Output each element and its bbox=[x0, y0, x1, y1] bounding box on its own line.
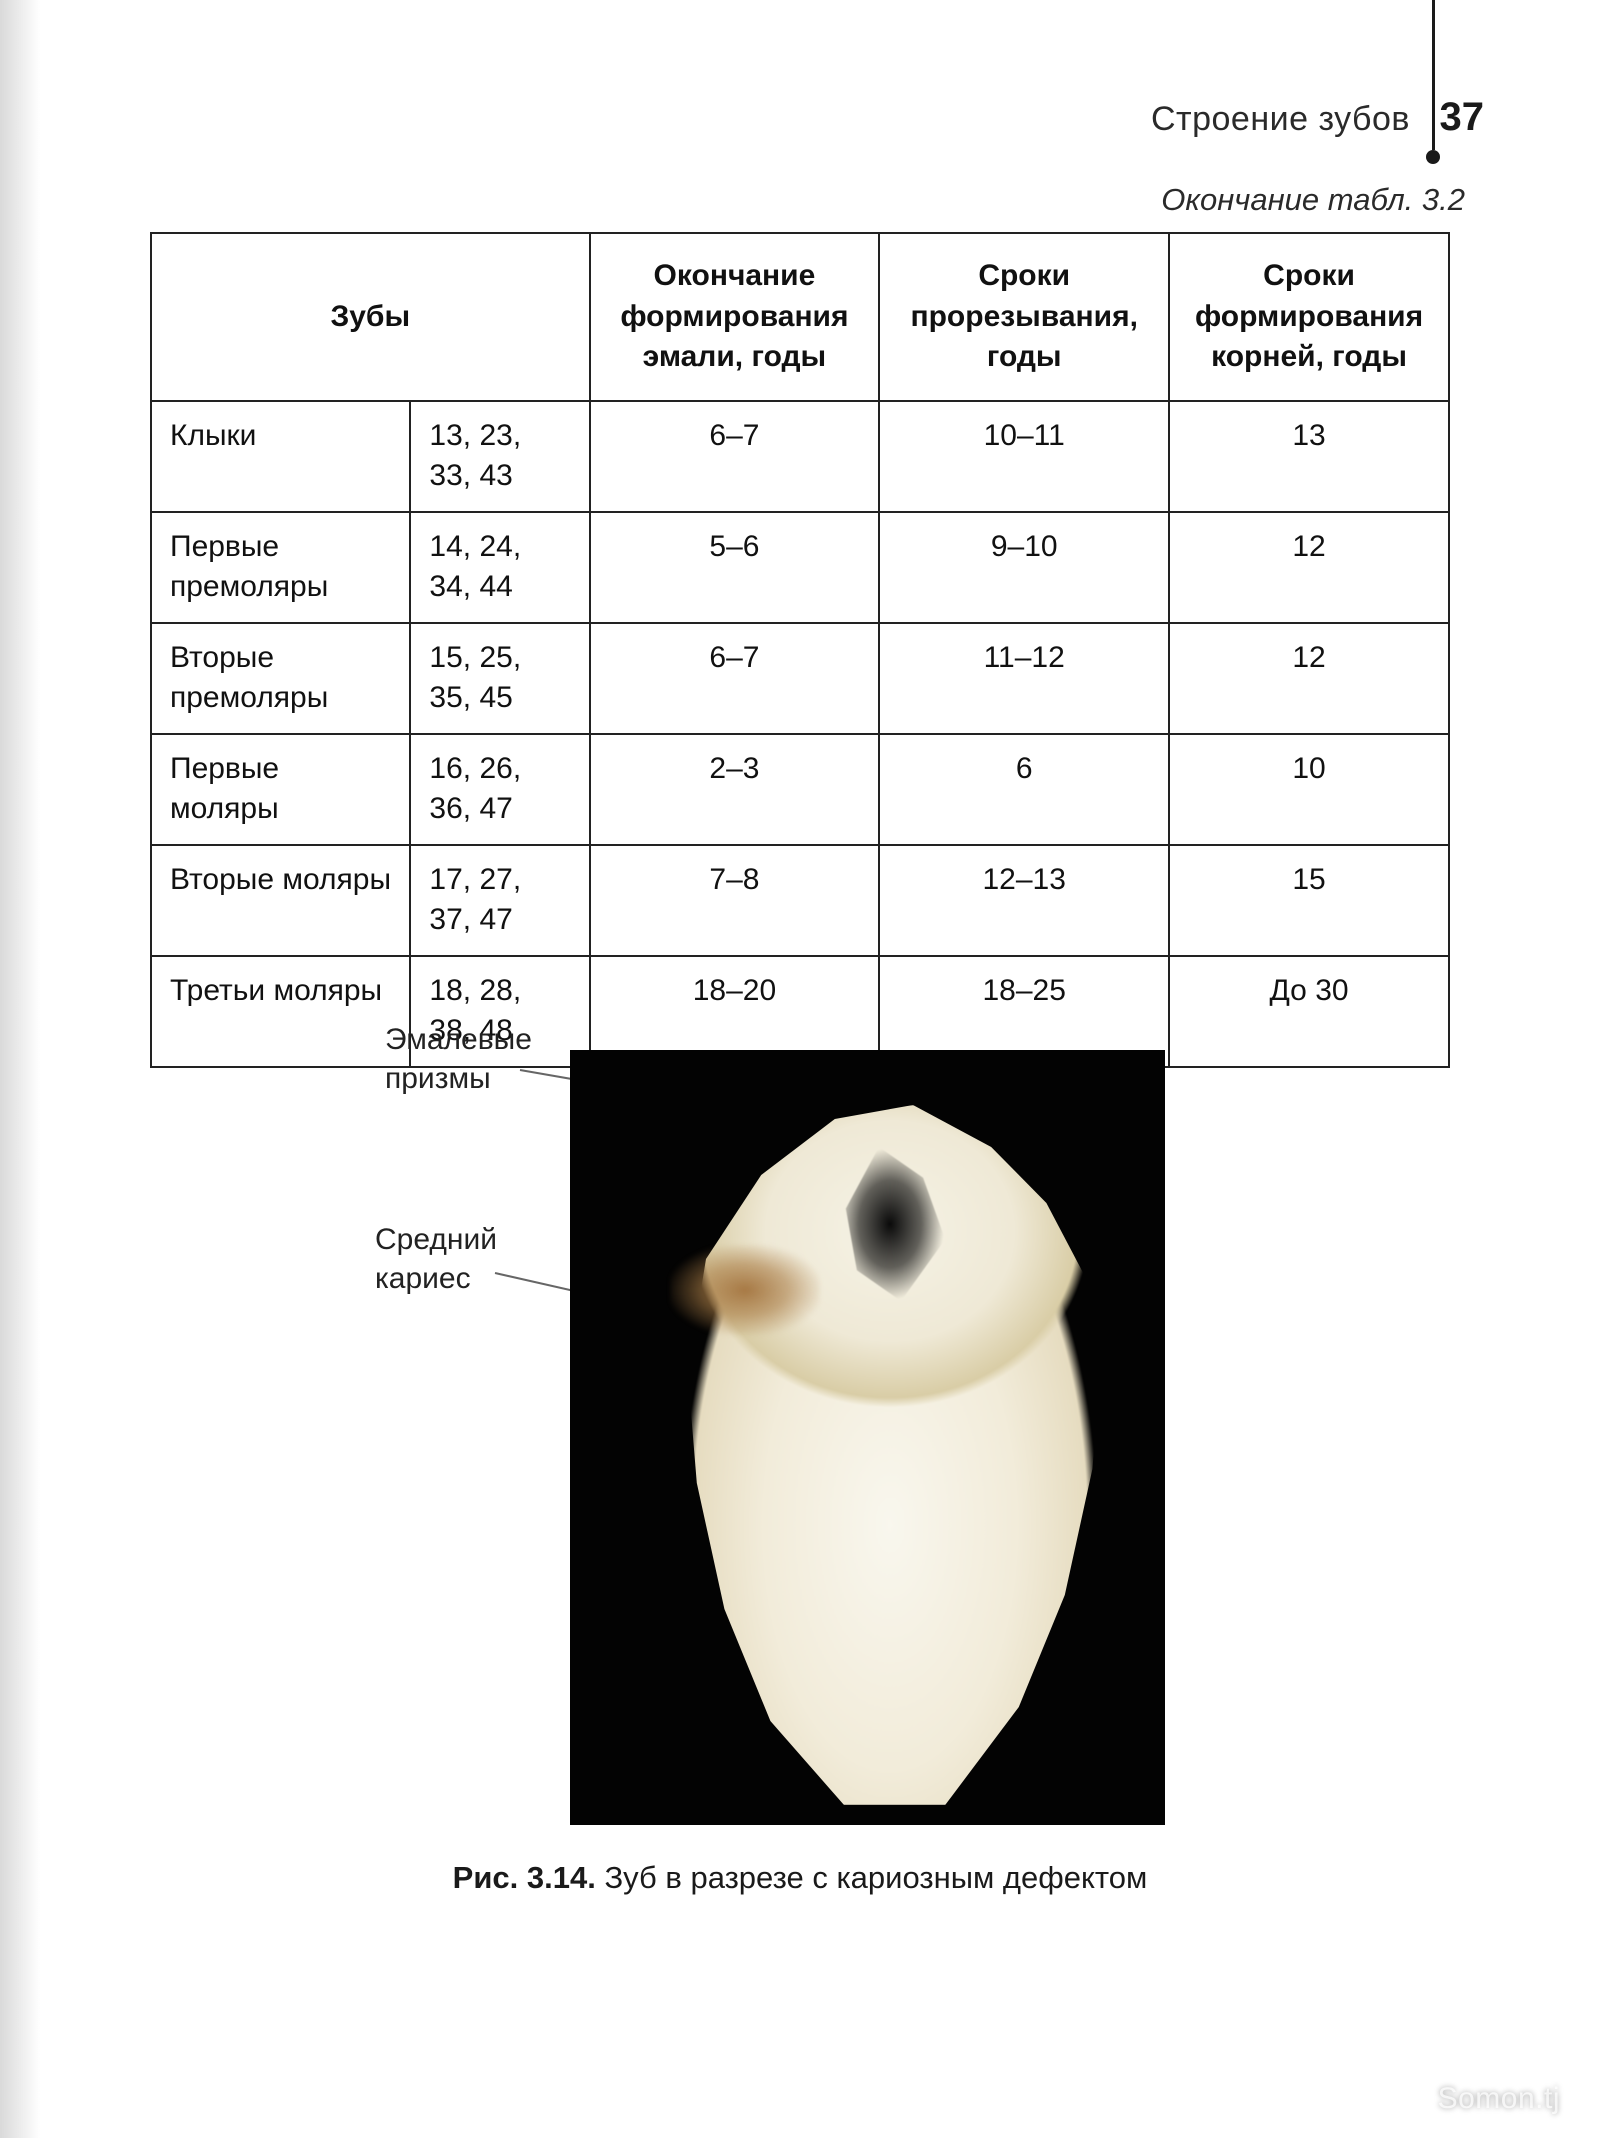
table-body: Клыки13, 23,33, 436–710–1113Первые премо… bbox=[151, 401, 1449, 1067]
cell-erupt: 12–13 bbox=[879, 845, 1169, 956]
table-row: Первые премоляры14, 24,34, 445–69–1012 bbox=[151, 512, 1449, 623]
page: Строение зубов 37 Окончание табл. 3.2 Зу… bbox=[0, 0, 1600, 2138]
cell-erupt: 6 bbox=[879, 734, 1169, 845]
page-number: 37 bbox=[1440, 95, 1485, 140]
cell-name: Первые премоляры bbox=[151, 512, 410, 623]
cell-name: Вторые моляры bbox=[151, 845, 410, 956]
running-head: Строение зубов bbox=[1151, 100, 1410, 139]
cell-numbers: 15, 25,35, 45 bbox=[410, 623, 589, 734]
cell-enamel: 7–8 bbox=[590, 845, 880, 956]
page-edge-shadow bbox=[0, 0, 40, 2138]
table-row: Вторые премоляры15, 25,35, 456–711–1212 bbox=[151, 623, 1449, 734]
table-header-row: Зубы Окончание формирования эмали, годы … bbox=[151, 233, 1449, 401]
watermark: Somon.tj bbox=[1438, 2082, 1560, 2116]
tooth-shape bbox=[660, 1105, 1120, 1805]
col-roots: Сроки формирования корней, годы bbox=[1169, 233, 1449, 401]
figure: Эмалевые призмы Средний кариес Рис. 3.14… bbox=[150, 1020, 1450, 1920]
tooth-section-photo bbox=[570, 1050, 1165, 1825]
figure-caption-text: Зуб в разрезе с кариозным дефектом bbox=[596, 1860, 1147, 1895]
table-row: Первые моляры16, 26,36, 472–3610 bbox=[151, 734, 1449, 845]
label-line: призмы bbox=[385, 1062, 491, 1095]
cell-erupt: 11–12 bbox=[879, 623, 1169, 734]
cell-erupt: 10–11 bbox=[879, 401, 1169, 512]
cell-erupt: 9–10 bbox=[879, 512, 1169, 623]
label-line: Эмалевые bbox=[385, 1023, 532, 1056]
table-row: Вторые моляры17, 27,37, 477–812–1315 bbox=[151, 845, 1449, 956]
cell-enamel: 2–3 bbox=[590, 734, 880, 845]
cell-numbers: 16, 26,36, 47 bbox=[410, 734, 589, 845]
label-enamel-prisms: Эмалевые призмы bbox=[385, 1020, 532, 1098]
cell-name: Первые моляры bbox=[151, 734, 410, 845]
cell-roots: 10 bbox=[1169, 734, 1449, 845]
teeth-table: Зубы Окончание формирования эмали, годы … bbox=[150, 232, 1450, 1068]
cell-enamel: 5–6 bbox=[590, 512, 880, 623]
cell-roots: 15 bbox=[1169, 845, 1449, 956]
header-dot-icon bbox=[1426, 150, 1440, 164]
table-continuation-label: Окончание табл. 3.2 bbox=[1161, 182, 1465, 218]
header-rule bbox=[1432, 0, 1435, 150]
cell-roots: 12 bbox=[1169, 512, 1449, 623]
cell-name: Клыки bbox=[151, 401, 410, 512]
label-medium-caries: Средний кариес bbox=[375, 1220, 497, 1298]
col-teeth: Зубы bbox=[151, 233, 590, 401]
col-enamel: Окончание формирования эмали, годы bbox=[590, 233, 880, 401]
col-erupt: Сроки прорезывания, годы bbox=[879, 233, 1169, 401]
figure-caption-ref: Рис. 3.14. bbox=[453, 1860, 596, 1895]
cell-name: Вторые премоляры bbox=[151, 623, 410, 734]
figure-caption: Рис. 3.14. Зуб в разрезе с кариозным деф… bbox=[150, 1860, 1450, 1896]
cell-roots: 13 bbox=[1169, 401, 1449, 512]
label-line: кариес bbox=[375, 1262, 471, 1295]
cell-numbers: 14, 24,34, 44 bbox=[410, 512, 589, 623]
cell-roots: 12 bbox=[1169, 623, 1449, 734]
cell-numbers: 13, 23,33, 43 bbox=[410, 401, 589, 512]
label-line: Средний bbox=[375, 1223, 497, 1256]
cell-enamel: 6–7 bbox=[590, 401, 880, 512]
cell-enamel: 6–7 bbox=[590, 623, 880, 734]
cell-numbers: 17, 27,37, 47 bbox=[410, 845, 589, 956]
table-row: Клыки13, 23,33, 436–710–1113 bbox=[151, 401, 1449, 512]
